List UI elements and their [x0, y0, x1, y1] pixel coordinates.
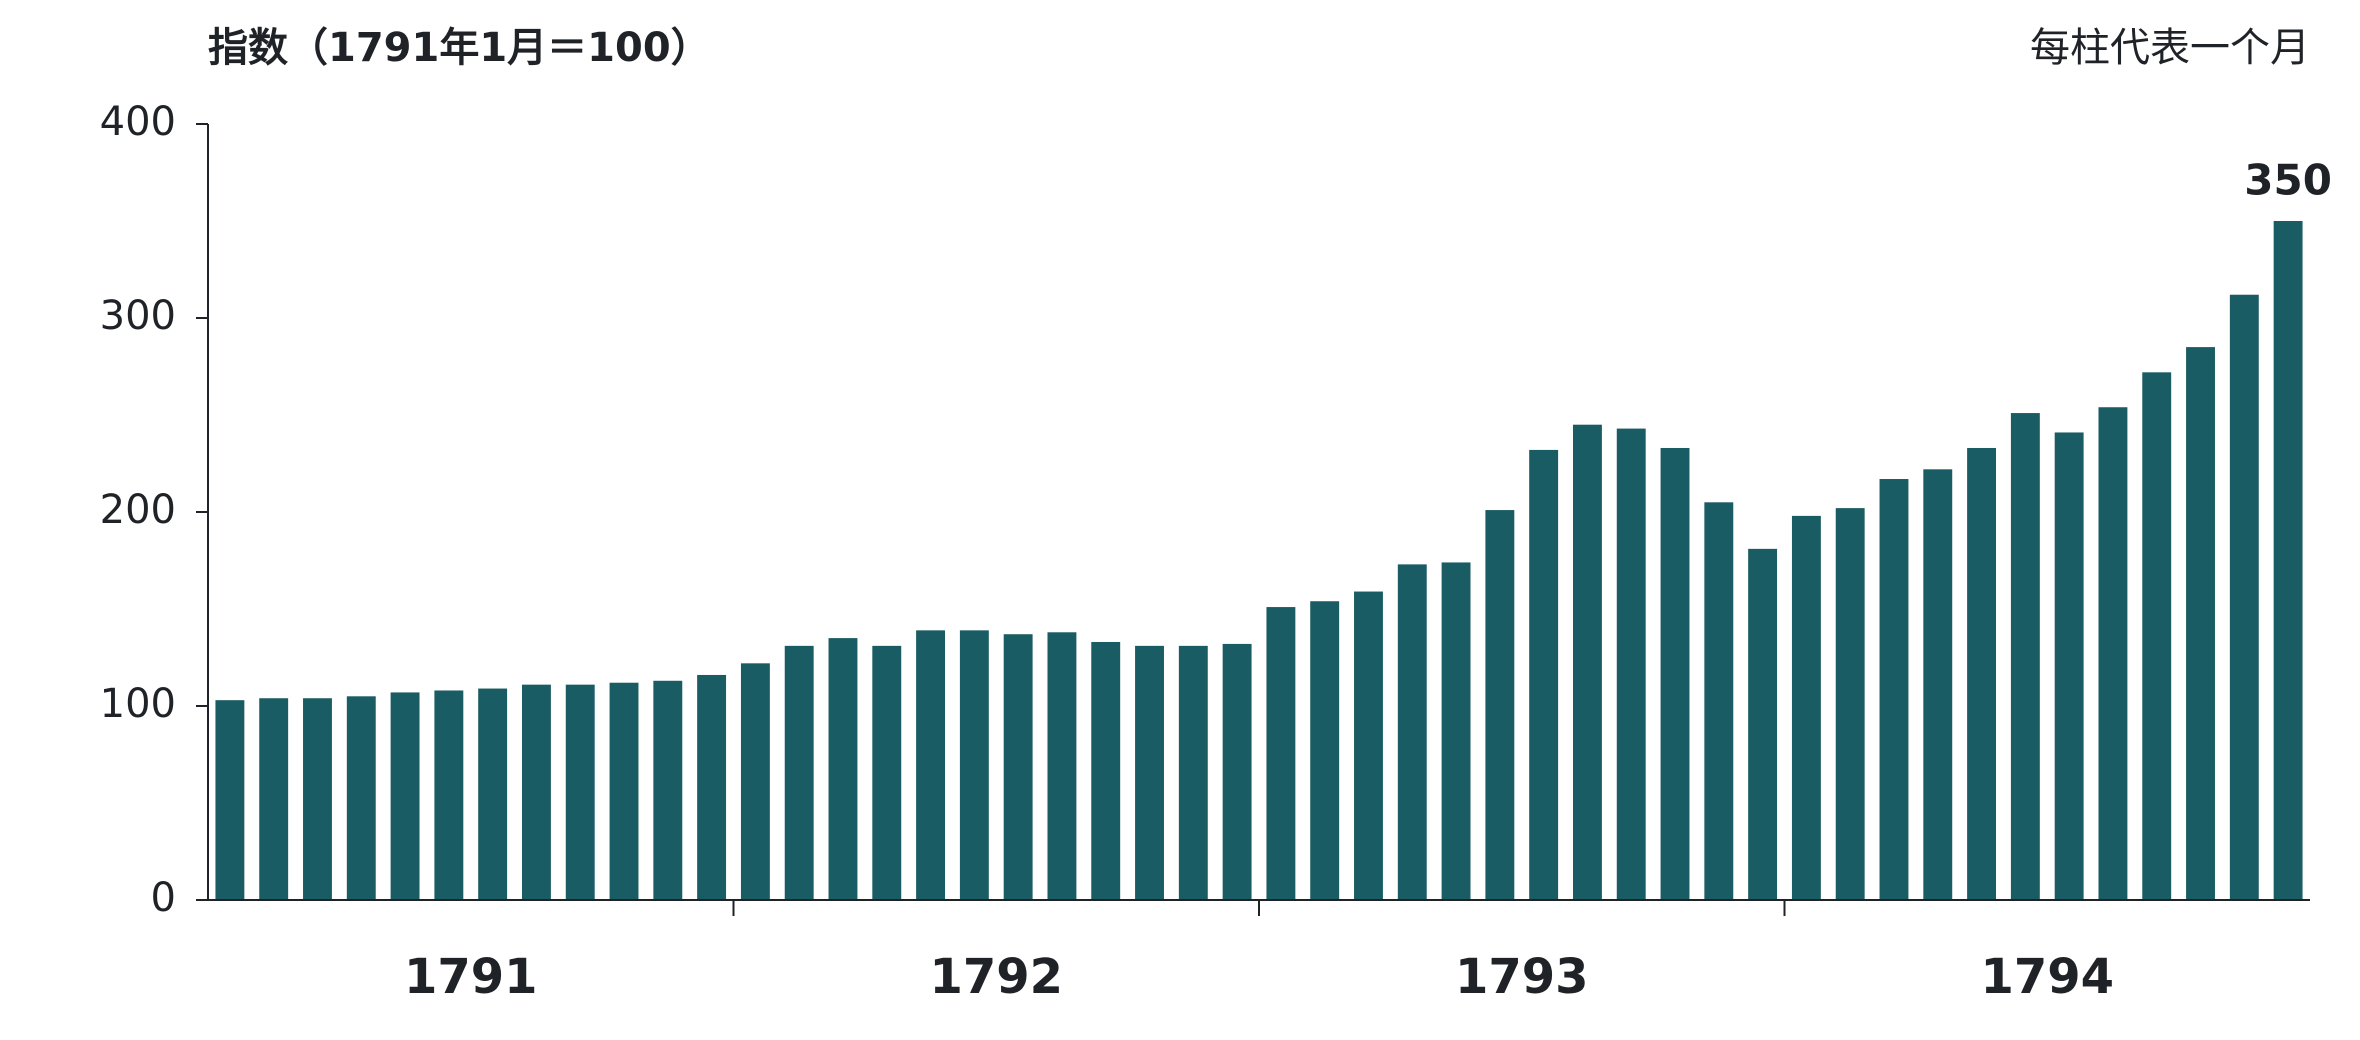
bar [2229, 294, 2259, 901]
bar [1397, 564, 1427, 900]
bar [1967, 447, 1997, 900]
bar [1704, 502, 1734, 900]
bar [2142, 372, 2172, 900]
bar [1616, 428, 1646, 900]
y-tick-label: 300 [100, 293, 176, 339]
bar [390, 692, 420, 900]
bar [346, 696, 376, 900]
bar [1572, 424, 1602, 900]
bar [259, 698, 289, 900]
y-tick-label: 0 [151, 875, 176, 921]
bar [1923, 469, 1953, 900]
bar [1003, 634, 1033, 900]
bar [2010, 413, 2040, 900]
bar [653, 680, 683, 900]
bar [2054, 432, 2084, 900]
bar [872, 645, 902, 900]
x-group-label: 1791 [404, 949, 538, 1005]
bar [784, 645, 814, 900]
chart-title: 指数（1791年1月＝100） [208, 25, 711, 71]
y-tick-label: 400 [100, 99, 176, 145]
bar [2186, 347, 2215, 901]
bar [1354, 591, 1383, 900]
bar [215, 700, 245, 900]
bar [916, 630, 946, 900]
bar [1441, 562, 1471, 900]
x-group-label: 1792 [929, 949, 1063, 1005]
bar [1266, 607, 1296, 900]
bar [2098, 407, 2128, 900]
bar [1135, 645, 1164, 900]
bar [478, 688, 508, 900]
x-group-label: 1794 [1980, 949, 2114, 1005]
bar [828, 638, 858, 900]
bar [1879, 479, 1909, 900]
bar [565, 684, 595, 900]
bar [1660, 447, 1690, 900]
bar [1222, 643, 1252, 900]
bar [1791, 515, 1821, 900]
bar [1529, 449, 1559, 900]
value-label: 350 [2244, 156, 2332, 205]
bar [740, 663, 770, 900]
bar [434, 690, 464, 900]
x-group-label: 1793 [1455, 949, 1589, 1005]
bar [959, 630, 989, 900]
y-tick-label: 100 [100, 681, 176, 727]
bar [1485, 510, 1515, 900]
bar [1310, 601, 1340, 900]
bar [521, 684, 551, 900]
bar [1178, 645, 1208, 900]
bar [609, 682, 639, 900]
bar [697, 674, 727, 900]
bar [1047, 632, 1077, 900]
bar [1748, 548, 1778, 900]
bar [1091, 641, 1121, 900]
bar [2273, 221, 2303, 900]
y-tick-label: 200 [100, 487, 176, 533]
bar [303, 698, 332, 900]
chart-subtitle: 每柱代表一个月 [2030, 25, 2310, 71]
bar [1835, 508, 1865, 900]
